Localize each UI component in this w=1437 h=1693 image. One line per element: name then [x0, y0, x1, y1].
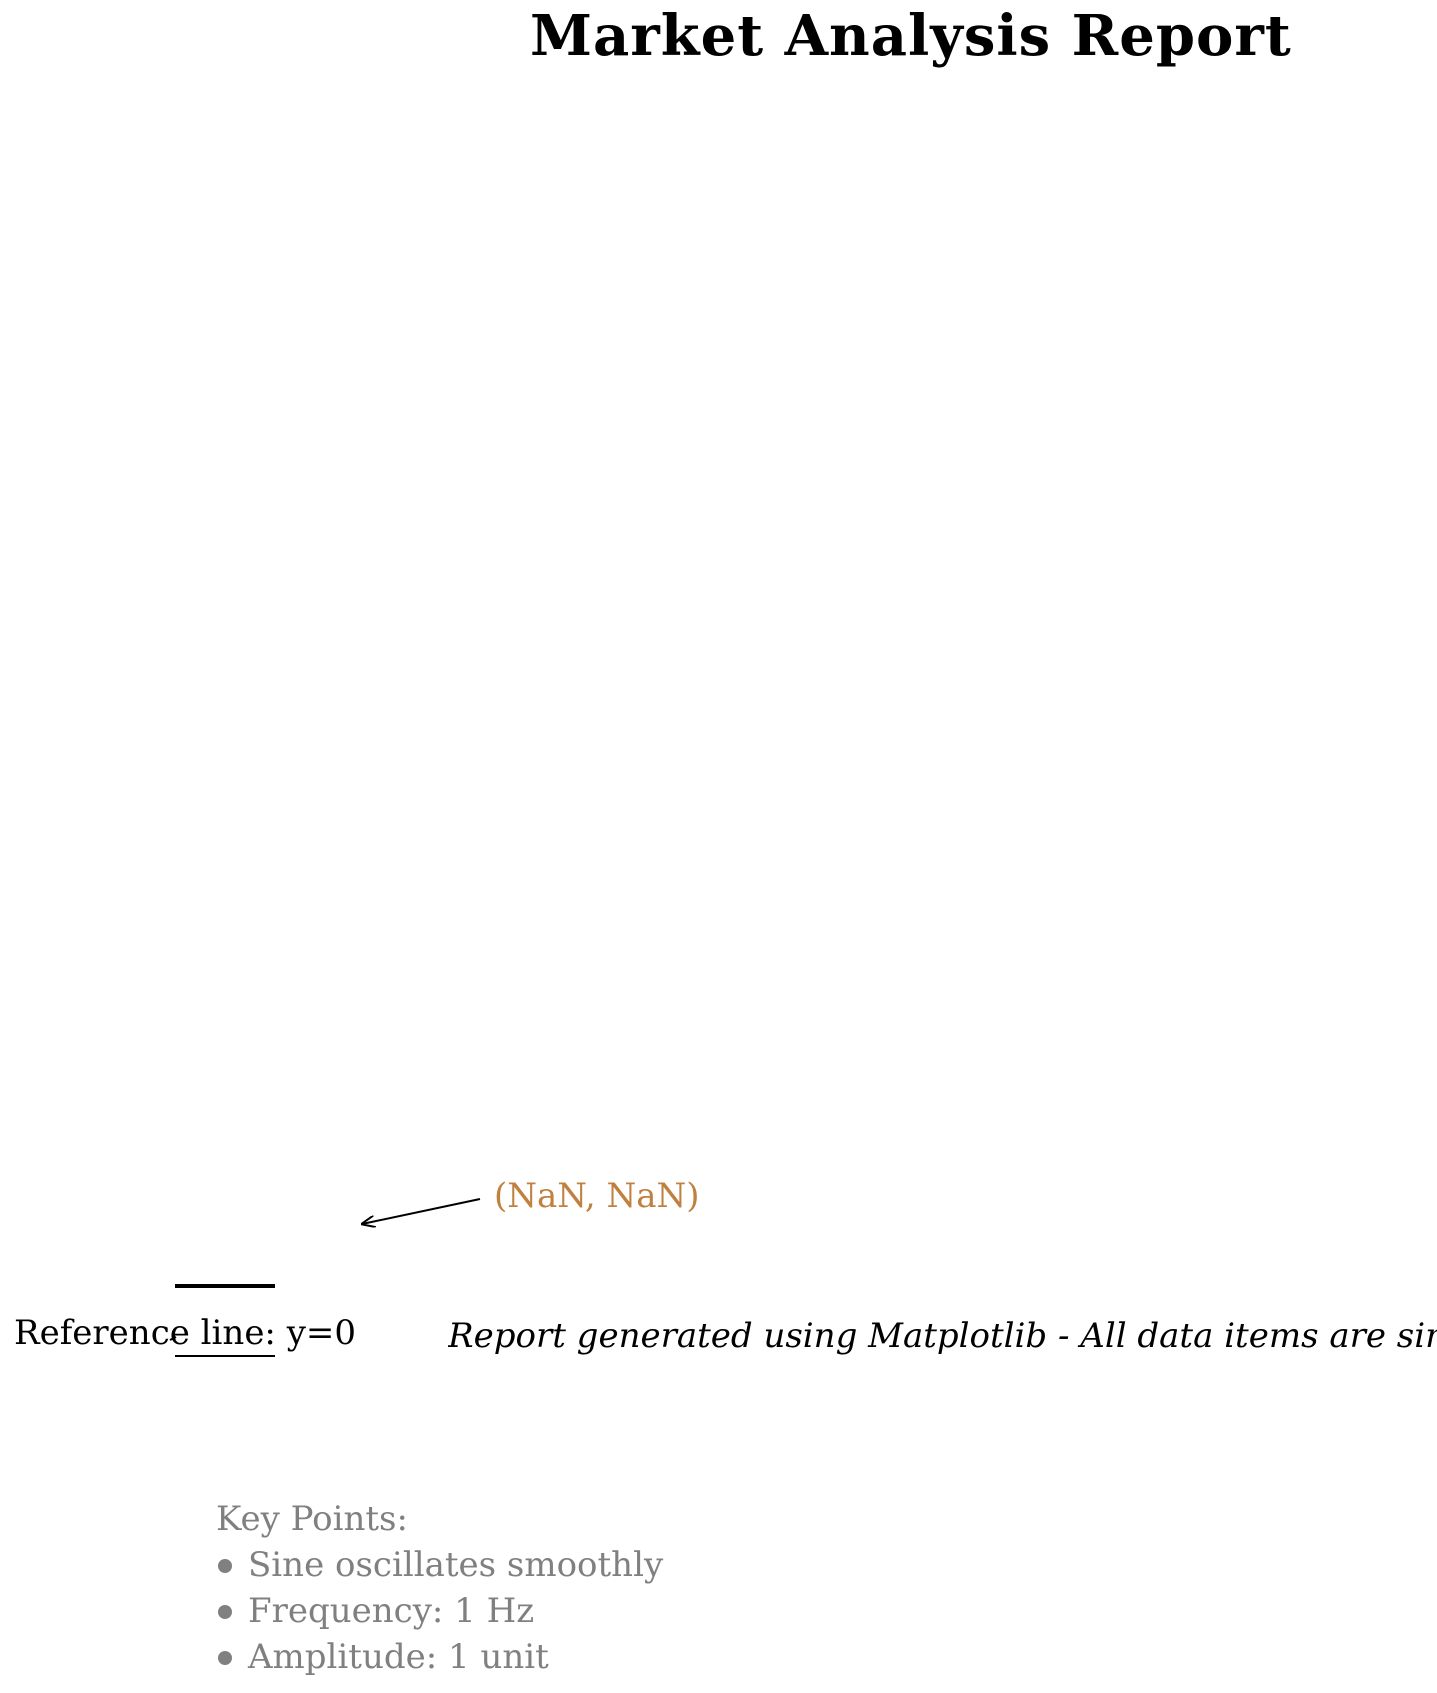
key-point-item: Sine oscillates smoothly: [216, 1542, 663, 1588]
key-points-title: Key Points:: [216, 1499, 408, 1539]
key-point-item: Frequency: 1 Hz: [216, 1588, 663, 1634]
annotation-label: (NaN, NaN): [494, 1176, 700, 1216]
footer-note: Report generated using Matplotlib - All …: [448, 1316, 1437, 1356]
chart-title: Market Analysis Report: [530, 3, 1292, 69]
reference-line-label: Reference line: y=0: [14, 1313, 357, 1353]
key-points-list: Sine oscillates smoothly Frequency: 1 Hz…: [216, 1542, 663, 1680]
key-points-box: Key Points: Sine oscillates smoothly Fre…: [216, 1496, 663, 1680]
key-point-item: Amplitude: 1 unit: [216, 1634, 663, 1680]
annotation-arrow: [362, 1198, 481, 1224]
legend-line-tick: [169, 1336, 177, 1341]
